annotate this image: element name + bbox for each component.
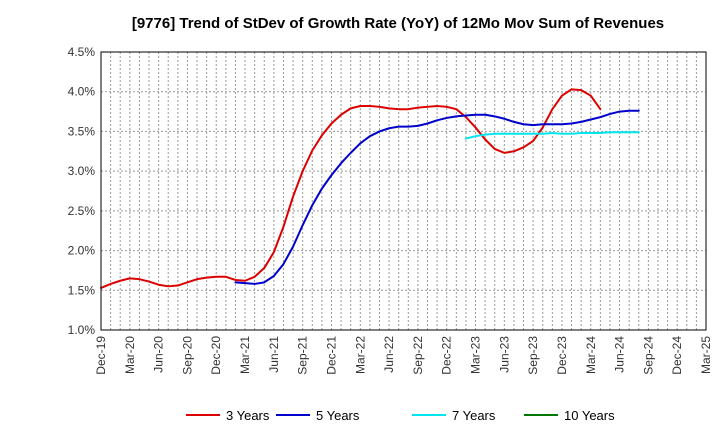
x-tick-label: Sep-22 (411, 336, 425, 375)
legend-label: 7 Years (452, 408, 496, 423)
plot-area (101, 52, 706, 330)
x-tick-label: Jun-20 (152, 336, 166, 373)
y-tick-label: 1.0% (68, 323, 96, 337)
legend-label: 10 Years (564, 408, 615, 423)
x-tick-label: Sep-23 (526, 336, 540, 375)
x-axis: Dec-19 Mar-20 Jun-20 Sep-20 Dec-20 Mar-21 Jun-… (94, 336, 713, 375)
x-tick-label: Jun-23 (497, 336, 511, 373)
x-tick-label: Jun-22 (382, 336, 396, 373)
x-tick-label: Dec-22 (440, 336, 454, 375)
y-tick-label: 4.5% (68, 45, 96, 59)
series-line-5-years (234, 109, 640, 285)
series-line-3-years (100, 88, 602, 289)
x-tick-label: Mar-24 (584, 336, 598, 374)
series-line-7-years (464, 131, 640, 140)
x-tick-label: Dec-23 (555, 336, 569, 375)
y-axis: 1.0% 1.5% 2.0% 2.5% 3.0% 3.5% 4.0% 4.5% (68, 45, 96, 337)
y-tick-label: 2.0% (68, 244, 96, 258)
chart-title: [9776] Trend of StDev of Growth Rate (Yo… (132, 15, 664, 32)
legend-label: 3 Years (226, 408, 270, 423)
series-layer (100, 88, 640, 289)
legend-label: 5 Years (316, 408, 360, 423)
y-tick-label: 1.5% (68, 283, 96, 297)
x-tick-label: Sep-21 (296, 336, 310, 375)
plot-frame (100, 51, 707, 331)
x-tick-label: Jun-24 (613, 336, 627, 373)
legend: 3 Years 5 Years 7 Years 10 Years (186, 408, 615, 423)
x-tick-label: Mar-20 (123, 336, 137, 374)
y-tick-label: 4.0% (68, 85, 96, 99)
y-tick-label: 3.5% (68, 124, 96, 138)
x-tick-label: Mar-25 (699, 336, 713, 374)
x-tick-label: Mar-23 (469, 336, 483, 374)
x-tick-label: Dec-24 (670, 336, 684, 375)
y-tick-label: 3.0% (68, 164, 96, 178)
x-tick-label: Dec-20 (209, 336, 223, 375)
x-tick-label: Dec-21 (324, 336, 338, 375)
x-tick-label: Jun-21 (267, 336, 281, 373)
y-tick-label: 2.5% (68, 204, 96, 218)
x-tick-label: Mar-21 (238, 336, 252, 374)
x-tick-label: Sep-24 (641, 336, 655, 375)
x-tick-label: Dec-19 (94, 336, 108, 375)
x-tick-label: Sep-20 (180, 336, 194, 375)
x-tick-label: Mar-22 (353, 336, 367, 374)
